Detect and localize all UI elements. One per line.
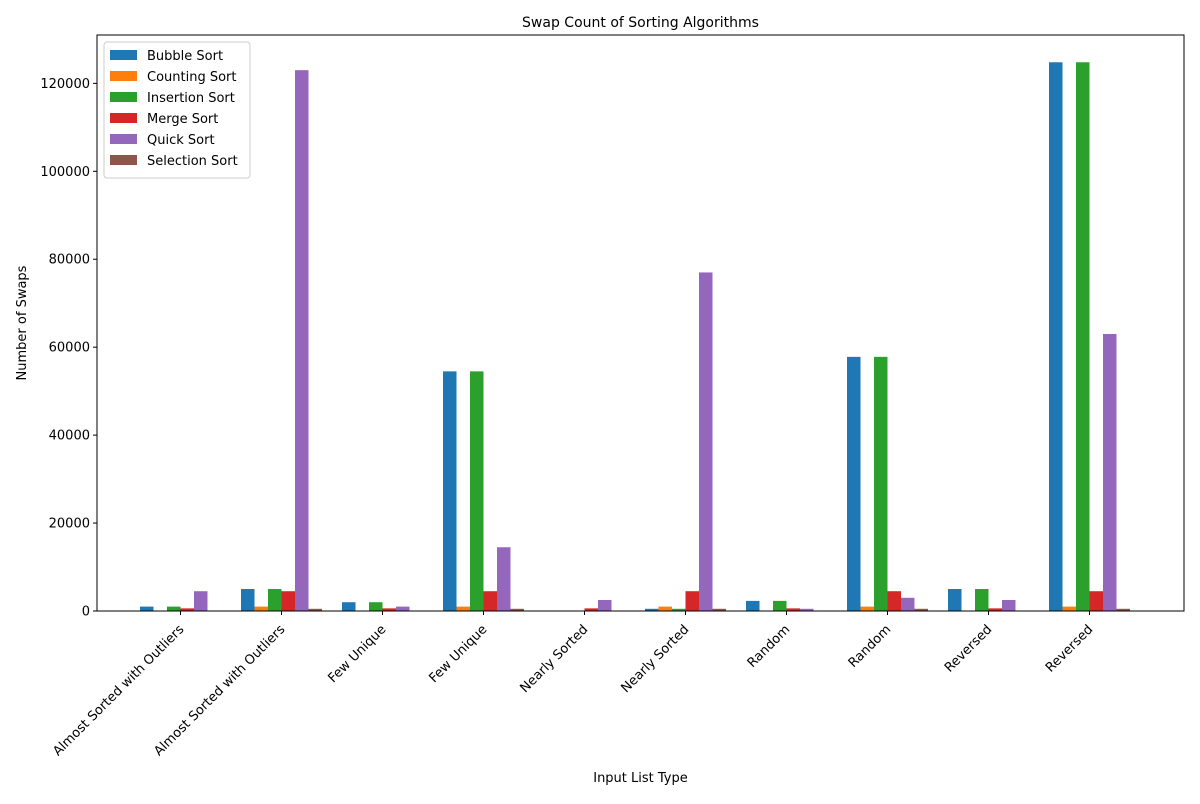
- bar-bubble-sort-0: [140, 607, 154, 611]
- x-tick-label: Few Unique: [426, 622, 490, 686]
- legend-label: Selection Sort: [147, 154, 238, 169]
- x-axis-label: Input List Type: [593, 771, 688, 786]
- x-tick-label: Few Unique: [325, 622, 389, 686]
- chart-title: Swap Count of Sorting Algorithms: [522, 15, 759, 31]
- legend-swatch: [110, 92, 137, 102]
- bar-quick-sort-9: [1103, 334, 1117, 611]
- x-tick-label: Nearly Sorted: [518, 622, 592, 696]
- bar-counting-sort-3: [457, 607, 471, 611]
- legend-label: Insertion Sort: [147, 91, 235, 106]
- bar-merge-sort-7: [888, 591, 902, 611]
- x-tick-label: Nearly Sorted: [619, 622, 693, 696]
- x-tick-label: Random: [745, 622, 794, 671]
- bar-merge-sort-3: [484, 591, 498, 611]
- bar-counting-sort-9: [1063, 607, 1077, 611]
- bar-quick-sort-4: [598, 600, 612, 611]
- bar-merge-sort-1: [282, 591, 296, 611]
- legend-swatch: [110, 113, 137, 123]
- bar-bubble-sort-7: [847, 357, 861, 611]
- bar-quick-sort-0: [194, 591, 208, 611]
- legend-swatch: [110, 134, 137, 144]
- bar-bubble-sort-9: [1049, 62, 1063, 611]
- y-tick-label: 20000: [49, 517, 90, 532]
- legend-label: Bubble Sort: [147, 49, 223, 64]
- bar-insertion-sort-6: [773, 601, 787, 611]
- y-tick-label: 100000: [40, 165, 90, 180]
- x-tick-label: Reversed: [942, 622, 995, 675]
- bar-insertion-sort-9: [1076, 62, 1090, 611]
- y-tick-label: 60000: [49, 341, 90, 356]
- legend-swatch: [110, 50, 137, 60]
- legend: Bubble Sort Counting Sort Insertion Sort Me…: [104, 42, 250, 178]
- bar-quick-sort-3: [497, 547, 511, 611]
- bar-bubble-sort-2: [342, 602, 356, 611]
- x-tick-label: Reversed: [1043, 622, 1096, 675]
- bar-insertion-sort-1: [268, 589, 282, 611]
- y-tick-label: 80000: [49, 253, 90, 268]
- bar-counting-sort-1: [255, 607, 269, 611]
- bars-layer: [140, 62, 1130, 611]
- y-tick-label: 40000: [49, 429, 90, 444]
- bar-merge-sort-5: [686, 591, 700, 611]
- legend-swatch: [110, 155, 137, 165]
- plot-frame: [97, 35, 1184, 611]
- bar-counting-sort-5: [659, 607, 673, 611]
- bar-quick-sort-1: [295, 70, 309, 611]
- legend-label: Counting Sort: [147, 70, 237, 85]
- bar-insertion-sort-0: [167, 607, 181, 611]
- y-tick-label: 0: [82, 605, 90, 620]
- y-axis-label: Number of Swaps: [15, 265, 30, 380]
- bar-bubble-sort-6: [746, 601, 760, 611]
- bar-bubble-sort-3: [443, 371, 457, 611]
- bar-quick-sort-2: [396, 607, 410, 611]
- bar-quick-sort-5: [699, 272, 713, 611]
- bar-bubble-sort-8: [948, 589, 962, 611]
- bar-merge-sort-9: [1090, 591, 1104, 611]
- x-tick-label: Random: [846, 622, 895, 671]
- y-tick-label: 120000: [40, 77, 90, 92]
- bar-bubble-sort-1: [241, 589, 255, 611]
- legend-label: Quick Sort: [147, 133, 215, 148]
- bar-insertion-sort-3: [470, 371, 484, 611]
- legend-label: Merge Sort: [147, 112, 218, 127]
- bar-counting-sort-7: [861, 607, 875, 611]
- bar-quick-sort-8: [1002, 600, 1016, 611]
- bar-insertion-sort-2: [369, 602, 383, 611]
- legend-swatch: [110, 71, 137, 81]
- bar-quick-sort-7: [901, 598, 915, 611]
- bar-insertion-sort-8: [975, 589, 989, 611]
- bar-insertion-sort-7: [874, 357, 888, 611]
